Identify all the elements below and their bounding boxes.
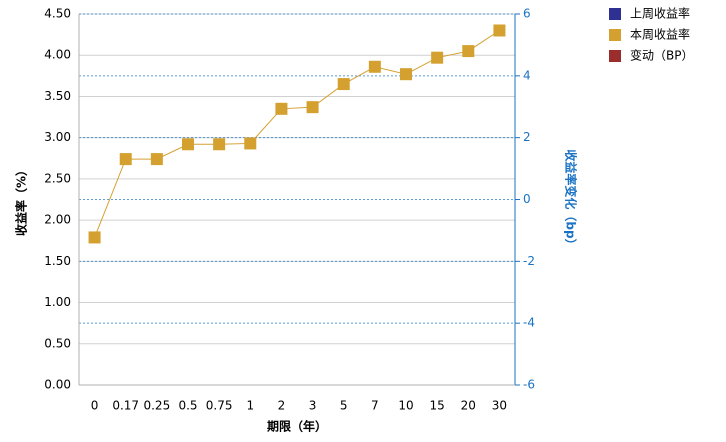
- y2-tick-label: 4: [523, 68, 531, 82]
- x-tick-label: 5: [340, 399, 348, 413]
- legend-label: 变动（BP）: [630, 48, 693, 63]
- x-tick-label: 0.75: [206, 399, 233, 413]
- y-tick-label: 0.50: [44, 336, 71, 350]
- y-tick-label: 2.00: [44, 213, 71, 227]
- point-marker: [306, 101, 319, 114]
- x-tick-label: 7: [371, 399, 379, 413]
- x-tick-label: 10: [398, 399, 413, 413]
- y-tick-label: 2.50: [44, 171, 71, 185]
- point-marker: [119, 153, 132, 166]
- legend-label: 上周收益率: [630, 6, 690, 21]
- point-marker: [244, 137, 257, 150]
- y2-tick-label: -4: [523, 316, 535, 330]
- legend-swatch: [609, 29, 621, 41]
- point-marker: [431, 51, 444, 64]
- legend-swatch: [609, 8, 621, 20]
- point-marker: [462, 45, 475, 58]
- x-tick-label: 0.17: [112, 399, 139, 413]
- point-marker: [368, 60, 381, 73]
- legend-label: 本周收益率: [630, 27, 690, 42]
- x-tick-label: 3: [309, 399, 317, 413]
- y2-tick-label: 2: [523, 130, 531, 144]
- point-marker: [337, 78, 350, 91]
- x-tick-label: 30: [492, 399, 507, 413]
- x-tick-label: 2: [278, 399, 286, 413]
- y2-tick-label: -2: [523, 254, 535, 268]
- y-tick-label: 4.00: [44, 48, 71, 62]
- y-tick-label: 1.00: [44, 295, 71, 309]
- x-axis-title: 期限（年）: [267, 419, 327, 434]
- x-tick-label: 20: [461, 399, 476, 413]
- y-axis-title: 收益率（%）: [14, 164, 29, 236]
- x-tick-label: 0: [91, 399, 99, 413]
- point-marker: [493, 24, 506, 37]
- y2-tick-label: 0: [523, 192, 531, 206]
- x-tick-label: 15: [430, 399, 445, 413]
- x-tick-label: 0.5: [178, 399, 197, 413]
- y-tick-label: 0.00: [44, 378, 71, 392]
- point-marker: [213, 138, 226, 151]
- y2-tick-label: 6: [523, 7, 531, 21]
- y2-axis-title: 收益率变化（bp）: [564, 149, 579, 250]
- point-marker: [88, 231, 101, 244]
- point-marker: [275, 102, 288, 115]
- x-tick-label: 1: [246, 399, 254, 413]
- y-tick-label: 3.50: [44, 89, 71, 103]
- y-tick-label: 3.00: [44, 130, 71, 144]
- x-tick-label: 0.25: [143, 399, 170, 413]
- y2-tick-label: -6: [523, 378, 535, 392]
- point-marker: [150, 153, 163, 166]
- y-tick-label: 1.50: [44, 254, 71, 268]
- point-marker: [182, 138, 194, 151]
- point-marker: [400, 68, 412, 81]
- legend-swatch: [609, 50, 621, 62]
- y-tick-label: 4.50: [44, 7, 71, 21]
